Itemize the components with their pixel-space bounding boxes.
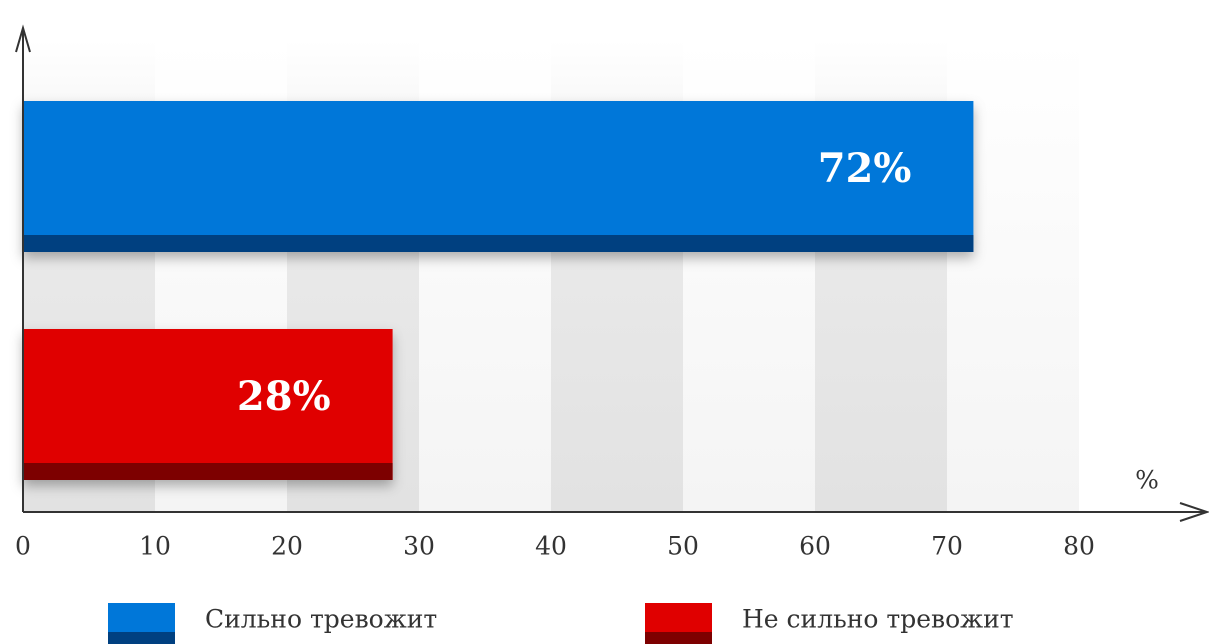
value-label: 28% (237, 373, 331, 420)
x-tick-label: 70 (931, 532, 963, 561)
bar-base (23, 235, 974, 252)
value-label: 72% (818, 145, 912, 192)
bar-base (23, 463, 393, 480)
x-tick-label: 50 (667, 532, 699, 561)
bar (23, 101, 974, 252)
x-tick-label: 10 (139, 532, 171, 561)
bar-face (23, 101, 974, 252)
bar (23, 329, 393, 480)
legend-label: Сильно тревожит (205, 605, 437, 634)
bar-face (23, 329, 393, 480)
legend-swatch-base (645, 632, 712, 644)
x-tick-label: 60 (799, 532, 831, 561)
legend-swatch-base (108, 632, 175, 644)
x-tick-label: 80 (1063, 532, 1095, 561)
x-tick-label: 20 (271, 532, 303, 561)
x-tick-label: 0 (15, 532, 31, 561)
x-axis (23, 502, 1209, 522)
x-tick-label: 30 (403, 532, 435, 561)
y-axis (15, 24, 31, 512)
x-tick-label: 40 (535, 532, 567, 561)
x-axis-label: % (1135, 466, 1159, 495)
legend-label: Не сильно тревожит (742, 605, 1014, 634)
